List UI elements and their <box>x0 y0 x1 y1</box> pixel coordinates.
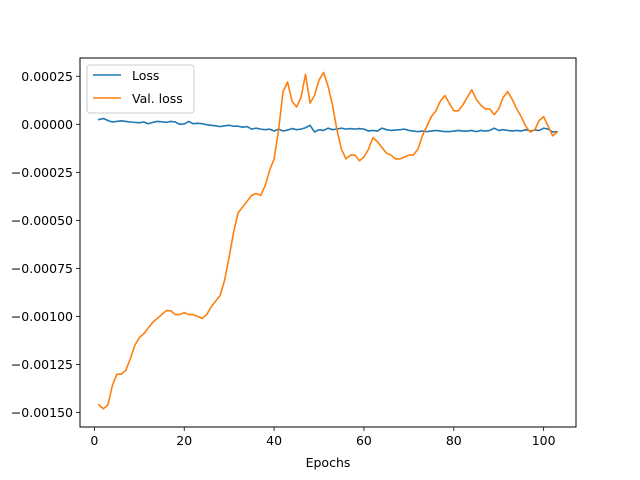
x-tick-label: 0 <box>90 433 98 448</box>
x-axis-ticks: 0 20 40 60 80 100 <box>90 427 556 448</box>
plot-frame <box>79 57 577 428</box>
series-layer <box>97 71 559 410</box>
series-line-val-loss <box>97 71 559 410</box>
legend-label-val-loss: Val. loss <box>132 91 183 106</box>
y-tick-label: 0.00000 <box>21 117 73 132</box>
axes-layer <box>79 57 577 428</box>
y-tick-label: 0.00025 <box>21 69 73 84</box>
y-tick-label: −0.00075 <box>11 261 73 276</box>
y-tick-label: −0.00150 <box>11 405 73 420</box>
series-line-loss <box>97 117 558 133</box>
x-tick-label: 40 <box>266 433 282 448</box>
y-axis-ticks: 0.00025 0.00000 −0.00025 −0.00050 −0.00075 −0… <box>11 69 80 420</box>
x-tick-label: 100 <box>532 433 556 448</box>
y-tick-label: −0.00025 <box>11 165 73 180</box>
y-tick-label: −0.00100 <box>11 309 73 324</box>
x-axis-title: Epochs <box>306 455 351 470</box>
y-tick-label: −0.00050 <box>11 213 73 228</box>
x-tick-label: 20 <box>176 433 192 448</box>
y-tick-label: −0.00125 <box>11 357 73 372</box>
x-tick-label: 80 <box>446 433 462 448</box>
legend: Loss Val. loss <box>86 64 195 114</box>
x-tick-label: 60 <box>356 433 372 448</box>
legend-box <box>86 64 195 114</box>
plot-area <box>80 58 576 427</box>
legend-label-loss: Loss <box>132 68 159 83</box>
